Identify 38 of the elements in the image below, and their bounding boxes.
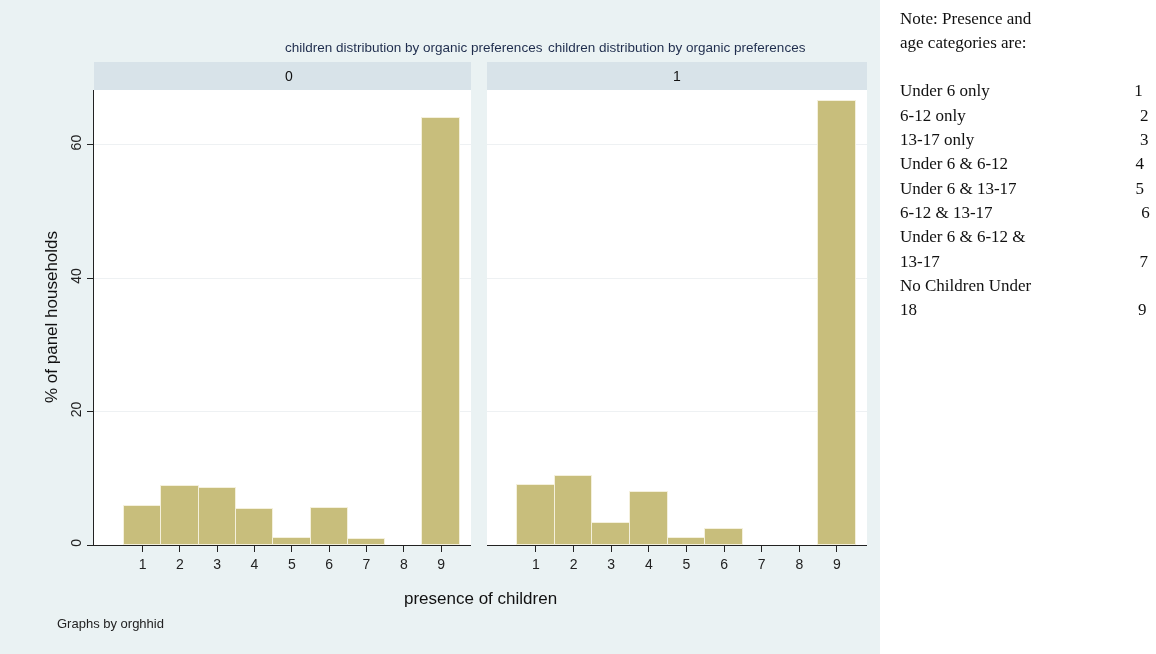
text: No Children Under 18 9 (900, 276, 1147, 319)
y-tick-label: 0 (68, 538, 85, 547)
y-tick-label: 40 (68, 268, 85, 284)
x-tick-label: 9 (437, 555, 446, 572)
text: Under 6 & 6-12 4 (900, 154, 1145, 173)
x-tick-label: 4 (644, 555, 653, 572)
chart-subtitle: 1 (673, 68, 681, 84)
x-tick-label: 3 (213, 555, 222, 572)
x-tick-label: 8 (795, 555, 804, 572)
x-tick-label: 3 (607, 555, 616, 572)
x-tick-label: 6 (720, 555, 729, 572)
text: Under 6 & 13-17 5 (900, 179, 1145, 198)
x-tick-label: 1 (532, 555, 541, 572)
x-tick-label: 2 (569, 555, 578, 572)
x-tick-label: 5 (682, 555, 691, 572)
text: Under 6 only 1 (900, 81, 1143, 100)
chart-subtitle: 0 (285, 68, 293, 84)
x-tick-label: 5 (287, 555, 296, 572)
text: Graphs by orghhid (57, 616, 164, 631)
text: Under 6 & 6-12 & 13-17 7 (900, 227, 1149, 271)
x-tick-label: 7 (757, 555, 766, 572)
y-tick-label: 60 (68, 134, 85, 151)
x-axis-title: presence of children (404, 589, 558, 608)
text: 6-12 only 2 (900, 106, 1149, 125)
x-tick-label: 2 (175, 555, 184, 572)
text: 6-12 & 13-17 6 (900, 203, 1150, 222)
x-tick-label: 6 (325, 555, 334, 572)
chart-title: children distribution by organic preferences (548, 40, 806, 55)
x-tick-label: 8 (399, 555, 408, 572)
x-tick-label: 1 (138, 555, 147, 572)
text: Note: Presence and age categories are: (900, 9, 1032, 52)
y-axis-title: % of panel households (42, 230, 61, 403)
x-tick-label: 4 (250, 555, 259, 572)
y-tick-label: 20 (68, 401, 85, 418)
chart-title: children distribution by organic preferences (285, 40, 543, 55)
text: 13-17 only 3 (900, 130, 1149, 149)
x-tick-label: 7 (362, 555, 371, 572)
x-tick-label: 9 (833, 555, 841, 572)
